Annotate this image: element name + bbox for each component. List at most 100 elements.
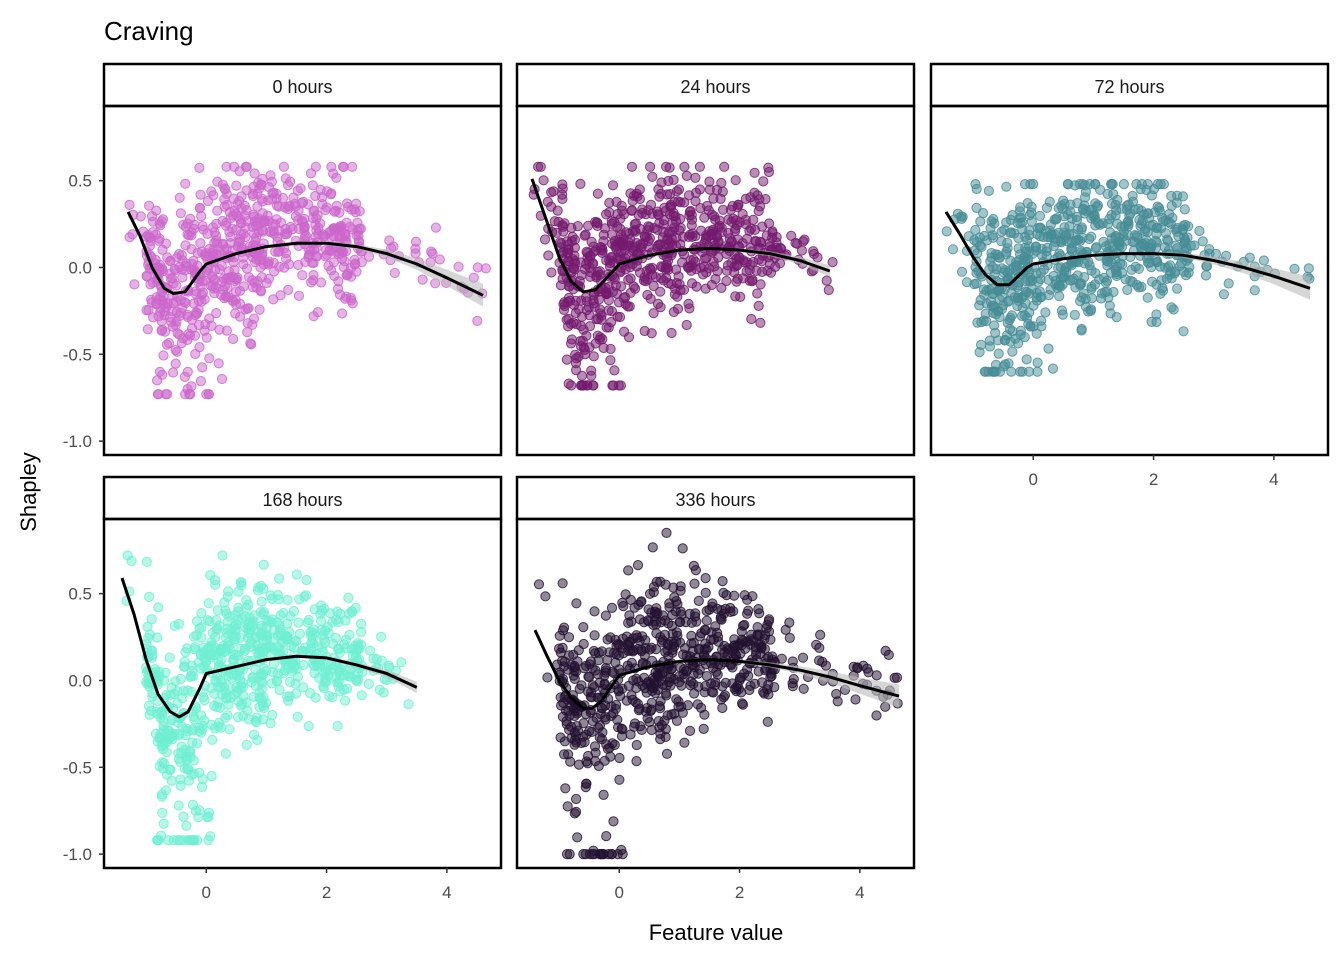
facet-panel: 24 hours [515, 62, 916, 457]
scatter-point [208, 222, 219, 233]
scatter-point [287, 658, 298, 669]
scatter-point [727, 645, 739, 657]
scatter-point [605, 355, 616, 366]
scatter-point [266, 642, 277, 653]
scatter-point [1004, 265, 1016, 276]
scatter-point [384, 235, 395, 246]
scatter-point [231, 286, 242, 297]
scatter-point [1001, 181, 1012, 192]
scatter-point [722, 260, 734, 271]
scatter-point [560, 783, 571, 794]
scatter-point [217, 276, 228, 288]
scatter-point [827, 257, 838, 268]
scatter-point [693, 595, 704, 607]
facet-strip-label: 72 hours [1094, 77, 1164, 97]
scatter-point [340, 695, 351, 706]
scatter-point [305, 688, 316, 699]
smooth-line [944, 211, 1311, 290]
scatter-point [285, 611, 296, 622]
x-tick-label: 4 [442, 883, 451, 902]
scatter-point [652, 206, 663, 217]
scatter-point [597, 247, 608, 258]
scatter-point [1044, 196, 1055, 207]
scatter-point [193, 319, 205, 331]
scatter-point [629, 721, 640, 732]
scatter-point [684, 725, 696, 737]
scatter-point [176, 264, 187, 275]
scatter-point [611, 699, 622, 711]
scatter-point [671, 694, 682, 705]
scatter-point [152, 375, 163, 386]
scatter-point [1028, 321, 1039, 332]
scatter-point [194, 162, 205, 173]
scatter-point [1106, 257, 1118, 269]
scatter-point [986, 248, 997, 259]
scatter-point [699, 709, 710, 720]
scatter-point [356, 257, 367, 268]
scatter-point [1178, 266, 1190, 277]
scatter-point [157, 324, 168, 335]
scatter-point [1157, 282, 1168, 294]
scatter-point [396, 657, 407, 668]
scatter-point [639, 325, 650, 337]
scatter-point [195, 238, 206, 249]
scatter-point [1143, 208, 1154, 219]
scatter-point [565, 756, 576, 767]
scatter-point [636, 646, 647, 657]
scatter-point [376, 631, 387, 642]
scatter-point [567, 263, 579, 274]
scatter-point [1122, 284, 1133, 295]
scatter-point [727, 201, 738, 212]
scatter-point [1026, 207, 1037, 218]
scatter-point [747, 591, 758, 602]
scatter-point [858, 660, 869, 671]
scatter-point [326, 161, 337, 172]
scatter-point [976, 241, 987, 252]
scatter-point [337, 308, 348, 319]
scatter-point [817, 656, 828, 668]
scatter-point [566, 338, 577, 349]
scatter-point [243, 599, 254, 611]
scatter-point [353, 668, 364, 679]
scatter-point [788, 674, 799, 685]
y-tick-label: 0.0 [68, 671, 92, 690]
scatter-point [248, 190, 259, 202]
scatter-point [990, 327, 1001, 338]
scatter-point [326, 225, 337, 236]
scatter-point [647, 542, 658, 553]
scatter-point [700, 283, 711, 294]
scatter-point [883, 649, 894, 661]
scatter-point [1078, 204, 1089, 215]
scatter-point [639, 672, 650, 683]
scatter-point [577, 311, 588, 322]
scatter-point [176, 338, 187, 349]
scatter-point [613, 722, 624, 733]
scatter-point [631, 630, 642, 641]
scatter-point [546, 267, 557, 278]
scatter-point [671, 715, 683, 727]
scatter-point [570, 358, 582, 369]
scatter-point [1163, 216, 1174, 228]
scatter-point [664, 598, 675, 609]
x-tick-label: 0 [202, 883, 211, 902]
scatter-point [655, 632, 666, 643]
scatter-point [238, 710, 249, 721]
scatter-point [784, 617, 795, 628]
scatter-point [823, 284, 834, 296]
scatter-point [601, 209, 612, 220]
scatter-point [546, 201, 557, 212]
scatter-point [1091, 242, 1102, 253]
scatter-point [378, 687, 389, 698]
scatter-point [219, 597, 230, 608]
scatter-point [220, 220, 232, 231]
scatter-point [223, 292, 234, 303]
scatter-point [303, 243, 314, 254]
scatter-point [1013, 295, 1024, 306]
scatter-point [278, 161, 289, 172]
scatter-point [681, 319, 692, 331]
scatter-point [571, 721, 582, 732]
scatter-point [572, 832, 583, 843]
scatter-point [717, 681, 728, 692]
scatter-point [715, 193, 726, 204]
scatter-point [610, 657, 621, 668]
